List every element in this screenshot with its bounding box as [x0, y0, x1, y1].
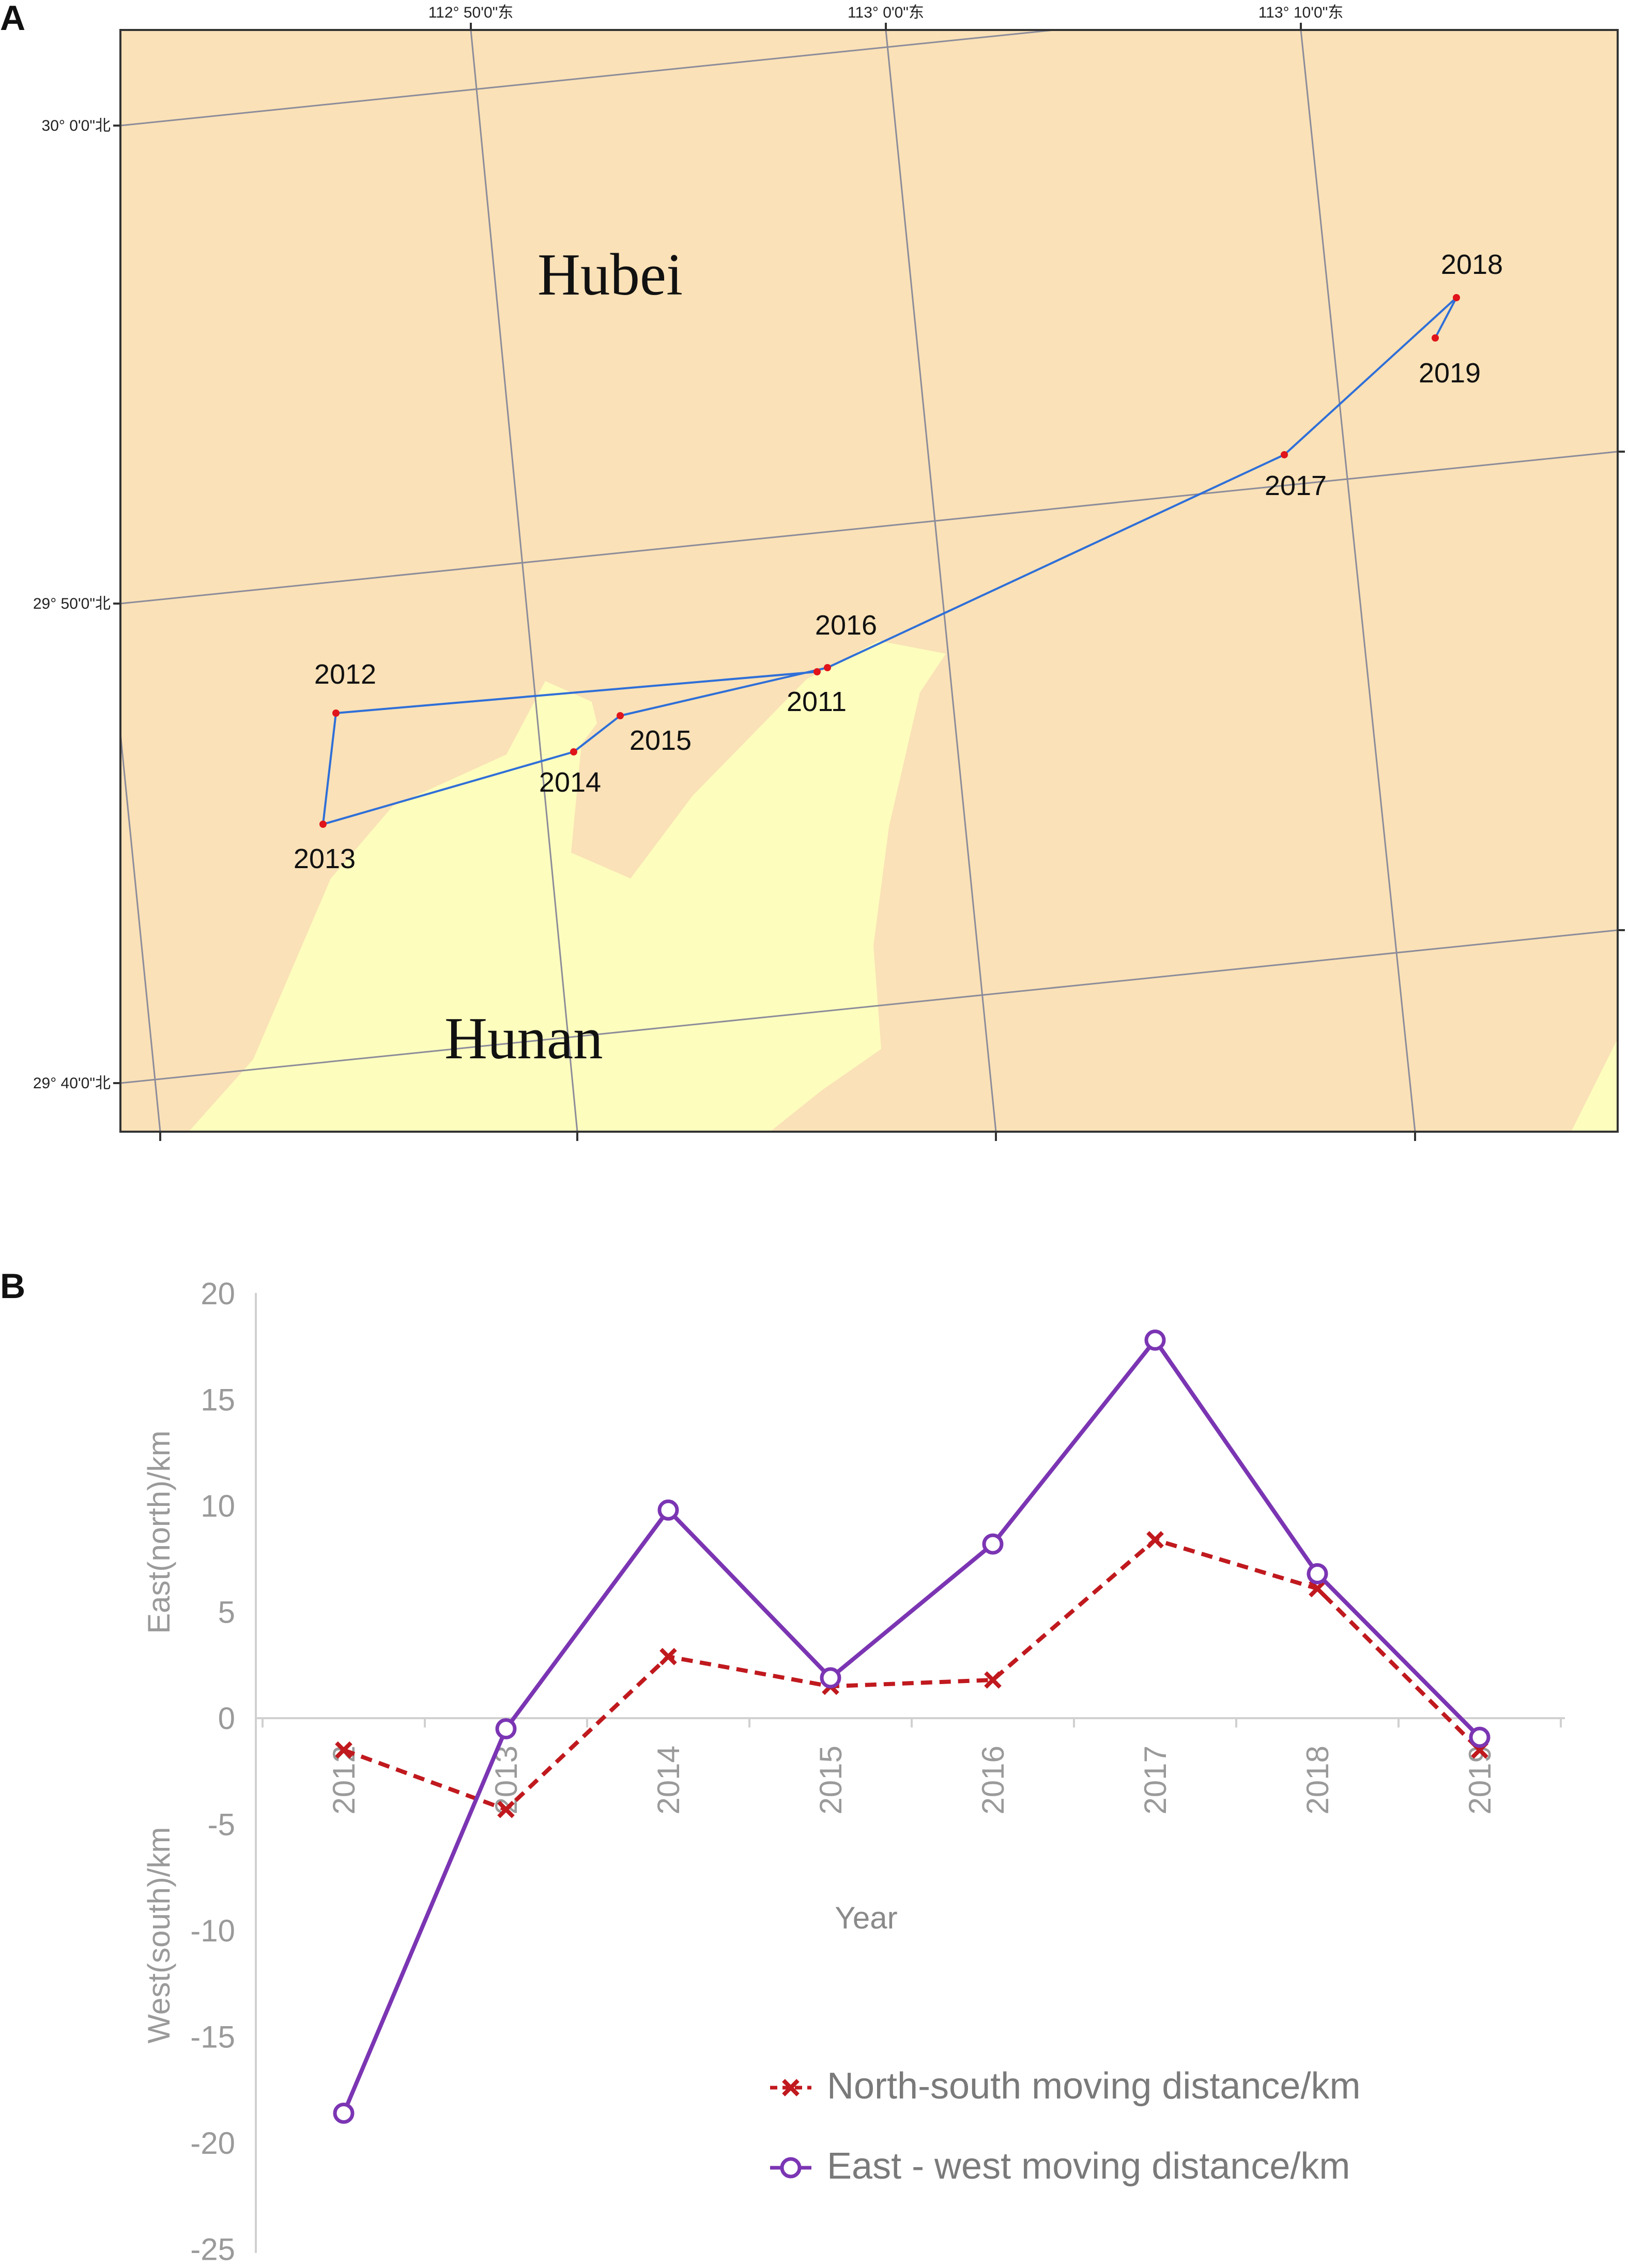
latitude-label: 29° 50'0"北: [33, 595, 111, 612]
track-point-2016: [824, 664, 831, 671]
y-tick-label: 20: [201, 1276, 235, 1311]
y-axis-label-upper: East(north)/km: [142, 1430, 176, 1633]
track-point-label: 2016: [815, 610, 877, 641]
region-label-hunan: Hunan: [444, 1006, 603, 1071]
data-point: [982, 1533, 1004, 1555]
data-point: [1144, 1329, 1166, 1351]
parallel-line: [120, 29, 1055, 127]
track-point-2014: [570, 748, 577, 755]
meridian-line: [1300, 29, 1416, 1132]
data-point: [984, 1671, 1002, 1689]
meridian-line: [119, 733, 161, 1132]
y-tick-label: 10: [201, 1489, 235, 1523]
meridian-line: [885, 29, 997, 1132]
data-point: [659, 1647, 677, 1665]
y-tick-label: -25: [190, 2232, 235, 2267]
track-point-2017: [1281, 451, 1288, 458]
track-point-label: 2018: [1441, 249, 1503, 280]
data-point: [1309, 1580, 1326, 1598]
map-graticule: [119, 29, 1618, 1132]
hunan-region: [189, 641, 946, 1132]
data-point: [1307, 1563, 1328, 1585]
track-point-label: 2014: [539, 767, 601, 798]
x-tick-label: 2014: [651, 1746, 686, 1814]
x-tick-marks: [262, 1718, 1562, 1727]
track-point-label: 2015: [629, 725, 692, 756]
track-point-2015: [617, 712, 624, 719]
panel-b-label: B: [0, 1267, 25, 1306]
y-axis-label-lower: West(south)/km: [142, 1827, 176, 2044]
series-line: [343, 1537, 1481, 1812]
track-points: [319, 294, 1460, 828]
chart-legend: North-south moving distance/km East - we…: [770, 2065, 1360, 2187]
y-tick-label: 15: [201, 1383, 235, 1417]
x-tick-labels: 2012 2013 2014 2015 2016 2017 2018 2019: [327, 1746, 1497, 1814]
latitude-label: 30° 0'0"北: [42, 117, 111, 134]
data-point: [495, 1718, 517, 1740]
data-point: [335, 1741, 352, 1759]
track-point-2012: [332, 709, 340, 717]
parallel-line: [120, 451, 1618, 605]
legend-marker: [780, 2157, 802, 2179]
series-line: [342, 1338, 1481, 2115]
track-point-2019: [1432, 334, 1439, 342]
track-point-2011: [813, 668, 821, 675]
latitude-label: 29° 40'0"北: [33, 1075, 111, 1092]
legend-label: East - west moving distance/km: [827, 2146, 1350, 2187]
panel-a-label: A: [0, 0, 25, 38]
track-point-2013: [319, 821, 327, 828]
series-layer: [333, 1329, 1491, 2124]
x-tick-label: 2016: [976, 1746, 1010, 1814]
map-frame: [119, 29, 1619, 1133]
data-point: [1146, 1531, 1164, 1549]
region-label-hubei: Hubei: [537, 242, 683, 307]
hunan-region-east: [1571, 1039, 1618, 1132]
data-point: [333, 2102, 355, 2124]
track-point-label: 2017: [1265, 470, 1327, 501]
track-point-label: 2019: [1419, 358, 1481, 389]
legend-marker: [782, 2079, 800, 2096]
series-east-west: [333, 1329, 1491, 2124]
y-tick-label: -20: [190, 2126, 235, 2161]
map-panel: 112° 50'0"东 113° 0'0"东 113° 10'0"东 30° 0…: [33, 4, 1625, 1141]
legend-item: East - west moving distance/km: [770, 2146, 1350, 2187]
x-axis-label: Year: [835, 1901, 897, 1935]
y-tick-label: 0: [218, 1701, 235, 1736]
x-tick-label: 2017: [1138, 1746, 1173, 1814]
track-point-label: 2011: [787, 686, 847, 717]
legend-label: North-south moving distance/km: [827, 2065, 1360, 2107]
map-ticks: [113, 23, 1625, 1141]
track-point-2018: [1453, 294, 1460, 301]
track-labels: 2011 2012 2013 2014 2015 2016 2017 2018 2019: [294, 249, 1503, 874]
track-point-label: 2013: [294, 843, 356, 874]
x-tick-label: 2018: [1300, 1746, 1335, 1814]
track-point-label: 2012: [314, 659, 376, 690]
x-tick-label: 2012: [327, 1746, 361, 1814]
data-point: [497, 1800, 515, 1818]
longitude-label: 113° 10'0"东: [1258, 4, 1344, 21]
y-tick-labels: 20 15 10 5 0 -5 -10 -15 -20 -25: [190, 1276, 235, 2267]
meridian-line: [470, 29, 578, 1132]
legend-item: North-south moving distance/km: [770, 2065, 1360, 2107]
parallel-line: [120, 929, 1618, 1084]
longitude-label: 112° 50'0"东: [428, 4, 514, 21]
data-point: [820, 1667, 841, 1689]
y-tick-label: -5: [208, 1808, 235, 1842]
y-tick-label: -15: [190, 2020, 235, 2055]
x-tick-label: 2019: [1463, 1746, 1497, 1814]
x-tick-label: 2015: [813, 1746, 848, 1814]
longitude-label: 113° 0'0"东: [848, 4, 924, 21]
data-point: [1469, 1726, 1491, 1748]
data-point: [657, 1499, 679, 1521]
y-tick-label: -10: [190, 1914, 235, 1948]
y-tick-label: 5: [218, 1595, 235, 1630]
